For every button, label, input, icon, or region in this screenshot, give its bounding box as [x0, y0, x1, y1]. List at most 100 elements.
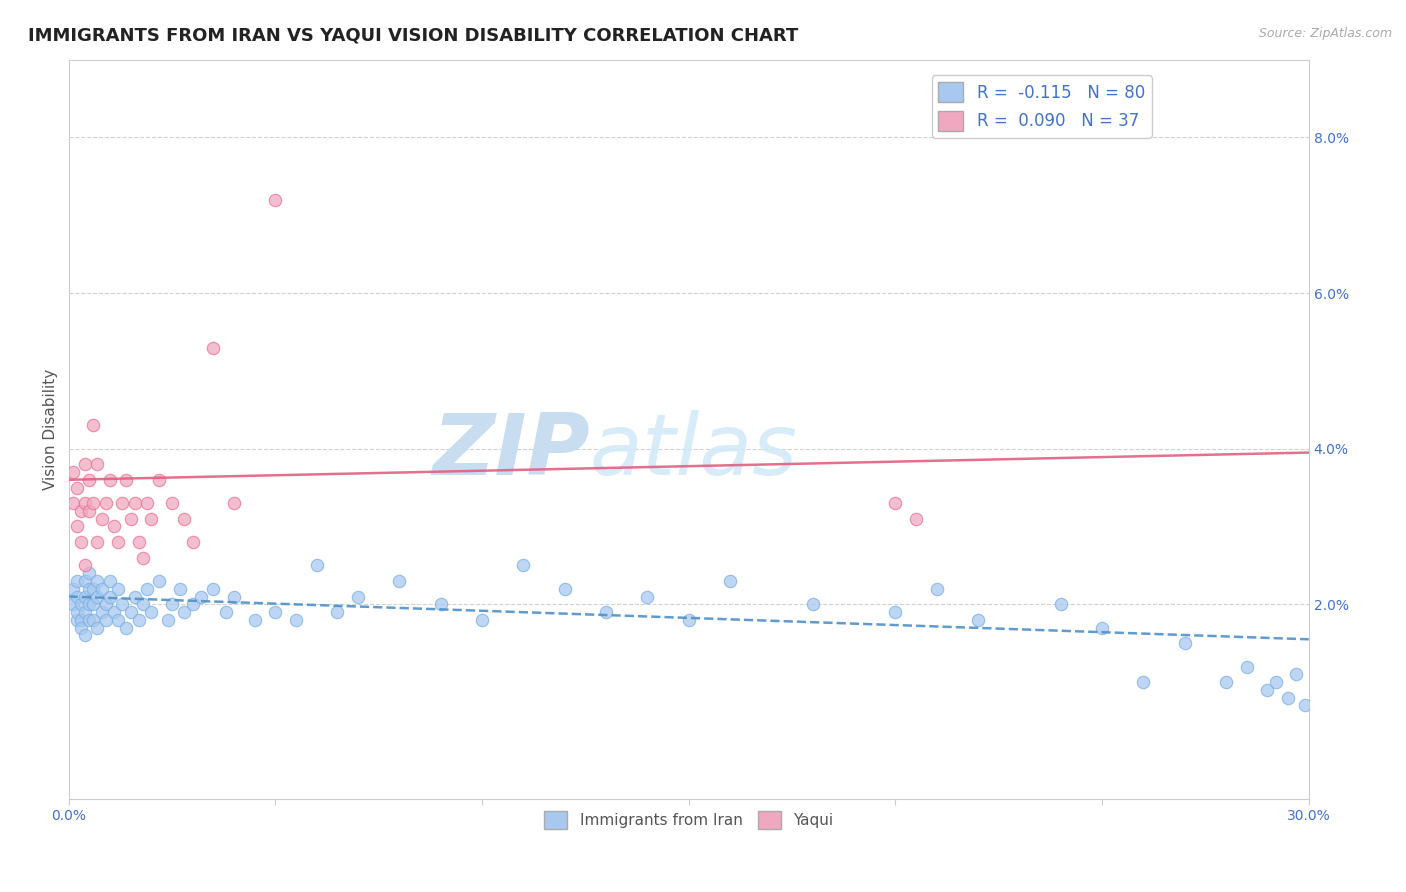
Point	[243, 613, 266, 627]
Point	[264, 193, 287, 207]
Point	[1132, 675, 1154, 690]
Point	[326, 605, 349, 619]
Point	[77, 504, 100, 518]
Point	[62, 496, 84, 510]
Point	[111, 496, 134, 510]
Point	[136, 582, 159, 596]
Point	[1215, 675, 1237, 690]
Point	[173, 605, 195, 619]
Point	[98, 473, 121, 487]
Point	[132, 550, 155, 565]
Point	[90, 512, 112, 526]
Point	[94, 496, 117, 510]
Point	[75, 590, 97, 604]
Point	[169, 582, 191, 596]
Point	[82, 496, 104, 510]
Point	[62, 465, 84, 479]
Point	[70, 504, 93, 518]
Point	[202, 582, 225, 596]
Point	[124, 590, 146, 604]
Point	[284, 613, 307, 627]
Point	[202, 341, 225, 355]
Point	[90, 605, 112, 619]
Point	[884, 605, 907, 619]
Point	[94, 597, 117, 611]
Point	[595, 605, 617, 619]
Point	[554, 582, 576, 596]
Text: IMMIGRANTS FROM IRAN VS YAQUI VISION DISABILITY CORRELATION CHART: IMMIGRANTS FROM IRAN VS YAQUI VISION DIS…	[28, 27, 799, 45]
Point	[636, 590, 658, 604]
Point	[86, 590, 108, 604]
Point	[82, 597, 104, 611]
Point	[62, 597, 84, 611]
Point	[1174, 636, 1197, 650]
Point	[86, 535, 108, 549]
Point	[66, 605, 89, 619]
Point	[512, 558, 534, 573]
Point	[82, 582, 104, 596]
Point	[925, 582, 948, 596]
Point	[173, 512, 195, 526]
Point	[305, 558, 328, 573]
Point	[75, 457, 97, 471]
Point	[1256, 682, 1278, 697]
Point	[128, 613, 150, 627]
Point	[82, 613, 104, 627]
Point	[66, 574, 89, 588]
Text: ZIP: ZIP	[432, 410, 589, 493]
Point	[66, 481, 89, 495]
Point	[77, 566, 100, 581]
Point	[347, 590, 370, 604]
Point	[148, 574, 170, 588]
Point	[156, 613, 179, 627]
Point	[77, 473, 100, 487]
Point	[70, 597, 93, 611]
Point	[160, 496, 183, 510]
Point	[107, 613, 129, 627]
Point	[136, 496, 159, 510]
Point	[75, 496, 97, 510]
Point	[66, 590, 89, 604]
Point	[222, 496, 245, 510]
Text: atlas: atlas	[589, 410, 797, 493]
Point	[62, 582, 84, 596]
Point	[222, 590, 245, 604]
Point	[103, 605, 125, 619]
Point	[107, 582, 129, 596]
Point	[75, 605, 97, 619]
Point	[90, 582, 112, 596]
Point	[103, 519, 125, 533]
Point	[82, 418, 104, 433]
Point	[264, 605, 287, 619]
Point	[1236, 659, 1258, 673]
Point	[77, 582, 100, 596]
Point	[94, 613, 117, 627]
Point	[1264, 675, 1286, 690]
Point	[77, 613, 100, 627]
Point	[86, 457, 108, 471]
Point	[141, 605, 163, 619]
Point	[66, 519, 89, 533]
Point	[148, 473, 170, 487]
Point	[388, 574, 411, 588]
Point	[1277, 690, 1299, 705]
Legend: Immigrants from Iran, Yaqui: Immigrants from Iran, Yaqui	[538, 805, 839, 836]
Point	[190, 590, 212, 604]
Point	[181, 597, 204, 611]
Point	[70, 621, 93, 635]
Point	[86, 621, 108, 635]
Point	[801, 597, 824, 611]
Y-axis label: Vision Disability: Vision Disability	[44, 368, 58, 490]
Point	[75, 574, 97, 588]
Point	[1049, 597, 1071, 611]
Point	[678, 613, 700, 627]
Point	[128, 535, 150, 549]
Point	[718, 574, 741, 588]
Point	[75, 558, 97, 573]
Text: Source: ZipAtlas.com: Source: ZipAtlas.com	[1258, 27, 1392, 40]
Point	[132, 597, 155, 611]
Point	[70, 613, 93, 627]
Point	[107, 535, 129, 549]
Point	[160, 597, 183, 611]
Point	[70, 535, 93, 549]
